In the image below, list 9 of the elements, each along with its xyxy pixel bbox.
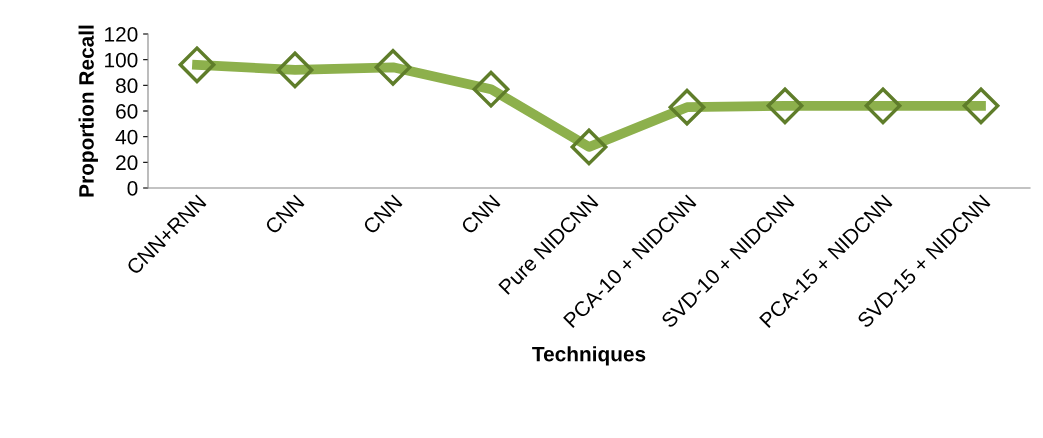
y-tick-label: 80 [116, 78, 138, 94]
y-tick-label: 40 [115, 129, 138, 145]
x-axis-title: Techniques [532, 346, 646, 366]
y-tick-label: 0 [127, 181, 138, 196]
y-tick-label: 60 [116, 104, 138, 119]
y-tick-label: 20 [116, 155, 138, 171]
y-tick-label: 100 [105, 52, 138, 68]
y-axis-title: Proportion Recall [78, 25, 98, 197]
y-tick-label: 120 [105, 27, 138, 42]
